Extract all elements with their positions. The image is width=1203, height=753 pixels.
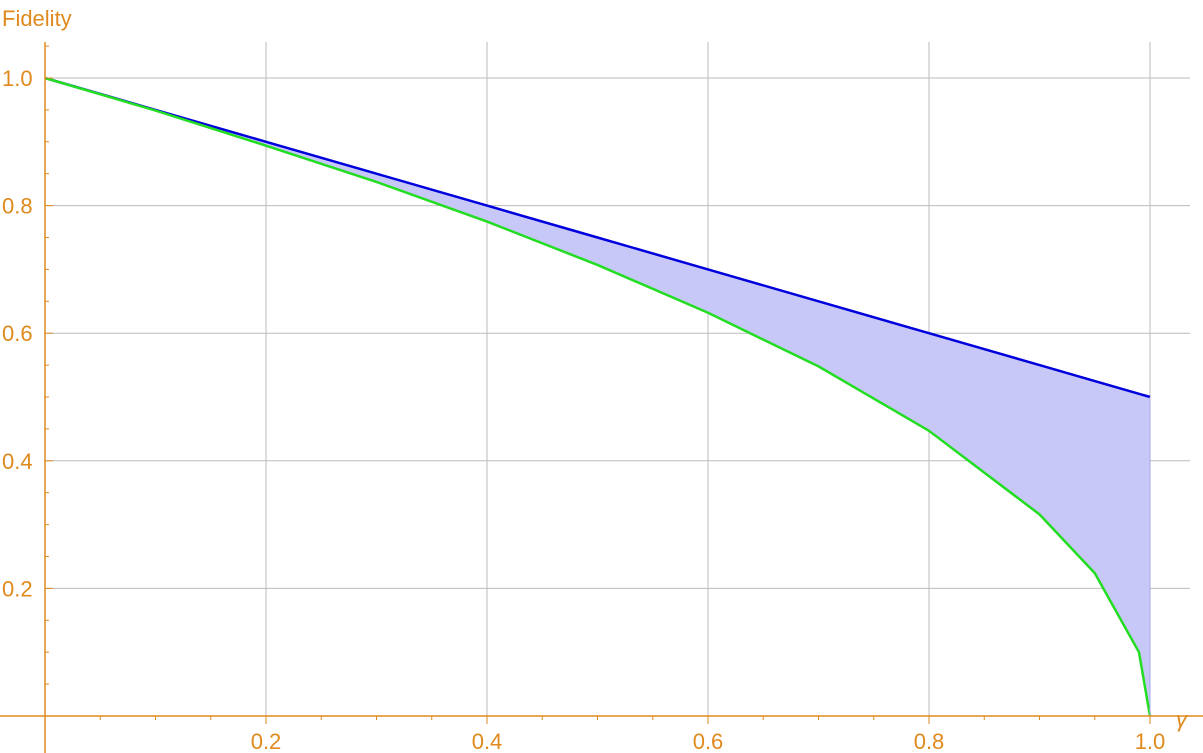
x-tick-label-0.2: 0.2 (251, 729, 282, 753)
y-tick-label-0.4: 0.4 (2, 449, 33, 474)
x-tick-label-1.0: 1.0 (1135, 729, 1166, 753)
y-tick-label-0.6: 0.6 (2, 321, 33, 346)
axes (0, 42, 1203, 753)
y-tick-label-0.2: 0.2 (2, 576, 33, 601)
y-tick-label-0.8: 0.8 (2, 194, 33, 219)
tick-labels: 0.2 0.4 0.6 0.8 1.0 0.2 0.4 0.6 0.8 1.0 (2, 66, 1165, 753)
x-axis-title: γ (1176, 707, 1189, 732)
y-axis-title: Fidelity (2, 6, 72, 31)
y-tick-label-1.0: 1.0 (2, 66, 33, 91)
shaded-region (45, 78, 1150, 716)
series-line-upper (44, 76, 1151, 399)
series-group (44, 76, 1152, 717)
x-tick-label-0.8: 0.8 (914, 729, 945, 753)
series-line-lower (44, 76, 1152, 717)
x-tick-label-0.4: 0.4 (472, 729, 503, 753)
x-tick-label-0.6: 0.6 (693, 729, 724, 753)
grid-lines (45, 42, 1190, 716)
